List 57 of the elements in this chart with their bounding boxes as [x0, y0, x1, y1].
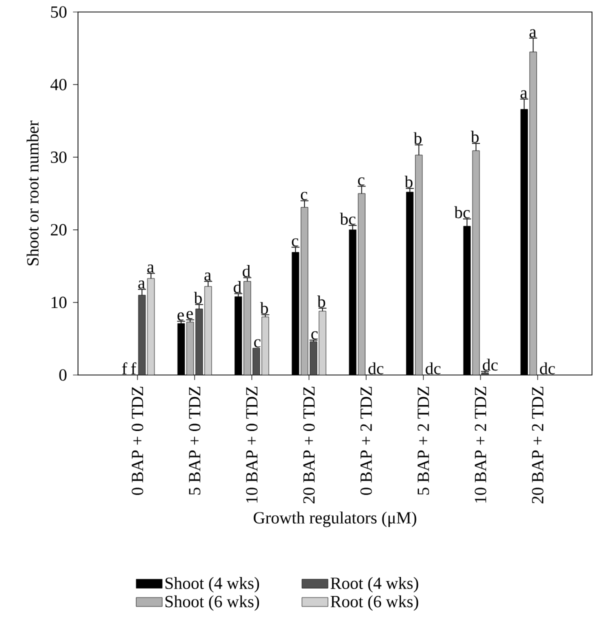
- data-label: b: [317, 296, 326, 308]
- y-tick-label: 20: [50, 224, 66, 236]
- y-axis-title: Shoot or root number: [26, 120, 39, 266]
- x-tick-label: 20 BAP + 2 TDZ: [532, 386, 544, 504]
- y-tick-label: 10: [52, 296, 66, 308]
- x-tick-label: 10 BAP + 0 TDZ: [246, 386, 258, 503]
- bar: [244, 281, 252, 375]
- data-label: f: [131, 362, 136, 374]
- data-label: b: [414, 132, 422, 144]
- y-tick-label: 30: [50, 151, 66, 163]
- data-label: c: [254, 339, 261, 348]
- data-label: a: [520, 90, 528, 98]
- data-label: a: [147, 264, 154, 273]
- x-tick-label: 5 BAP + 0 TDZ: [188, 386, 200, 495]
- legend-label: Root (4 wks): [330, 577, 418, 592]
- data-label: bc: [340, 212, 356, 225]
- x-tick-label: 0 BAP + 2 TDZ: [360, 386, 372, 495]
- data-label: d: [242, 265, 250, 278]
- legend-label: Shoot (6 wks): [166, 595, 260, 611]
- data-label: b: [470, 130, 479, 143]
- y-tick-label: 50: [51, 6, 66, 18]
- y-tick-label: 40: [50, 78, 66, 90]
- legend-label: Shoot (4 wks): [166, 577, 260, 592]
- x-tick-label: 20 BAP + 0 TDZ: [303, 386, 315, 504]
- data-label: f: [122, 362, 128, 374]
- data-label: dc: [368, 362, 384, 374]
- x-tick-label: 0 BAP + 0 TDZ: [132, 386, 144, 495]
- x-tick-label: 5 BAP + 2 TDZ: [418, 386, 430, 495]
- x-axis-title: Growth regulators (μM): [254, 512, 416, 528]
- bar: [415, 154, 423, 375]
- data-label: dc: [540, 362, 555, 374]
- data-label: c: [311, 331, 318, 340]
- data-label: a: [204, 272, 212, 281]
- bar: [529, 52, 537, 375]
- data-label: a: [138, 280, 146, 289]
- data-label: d: [234, 281, 242, 293]
- bar: [262, 316, 270, 375]
- data-label: a: [530, 29, 536, 38]
- bar: [252, 348, 260, 375]
- data-label: bc: [454, 206, 470, 218]
- y-tick-label: 0: [59, 369, 66, 381]
- bar: [358, 193, 366, 375]
- x-tick-label: 10 BAP + 2 TDZ: [474, 386, 486, 503]
- data-label: dc: [426, 362, 441, 374]
- legend-label: Root (6 wks): [330, 595, 418, 611]
- data-label: e: [186, 310, 193, 320]
- bar: [204, 286, 212, 375]
- data-label: b: [404, 176, 412, 188]
- data-label: dc: [482, 358, 498, 371]
- bar: [195, 308, 203, 375]
- data-label: c: [292, 238, 298, 247]
- data-label: c: [300, 192, 308, 200]
- data-label: b: [260, 302, 268, 314]
- bar: [186, 322, 194, 375]
- data-label: c: [358, 177, 364, 186]
- data-label: b: [194, 292, 202, 304]
- data-label: e: [178, 312, 184, 321]
